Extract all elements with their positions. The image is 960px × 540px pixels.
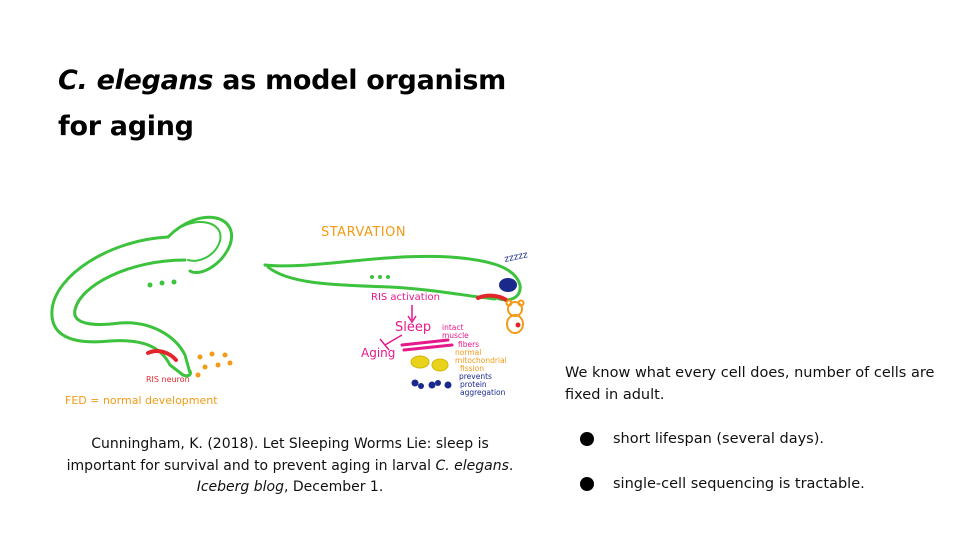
inhibit-bar bbox=[379, 338, 390, 351]
slide-title: C. elegans as model organism for aging bbox=[58, 58, 528, 150]
facts-list: short lifespan (several days). single-ce… bbox=[580, 428, 940, 518]
list-item: short lifespan (several days). bbox=[580, 428, 940, 473]
starved-worm bbox=[263, 254, 522, 302]
prevents-label-3: aggregation bbox=[460, 388, 506, 397]
fed-worm-dots bbox=[147, 279, 177, 288]
citation-line-1: Cunningham, K. (2018). Let Sleeping Worm… bbox=[91, 436, 489, 452]
prevents-label-2: protein bbox=[460, 380, 487, 389]
teddy-bear bbox=[505, 299, 525, 334]
prevents-label-1: prevents bbox=[459, 372, 492, 381]
normal-label-2: mitochondrial bbox=[455, 356, 507, 365]
teddy-heart bbox=[515, 322, 521, 328]
bullet-dot-icon bbox=[580, 432, 594, 446]
ris-activation-label: RIS activation bbox=[371, 292, 440, 303]
ris-neuron-label: RIS neuron bbox=[146, 375, 190, 384]
citation-line-2-text: important for survival and to prevent ag… bbox=[66, 457, 436, 474]
facts-intro: We know what every cell does, number of … bbox=[565, 365, 935, 403]
citation-species: C. elegans bbox=[435, 457, 509, 474]
mitochondria bbox=[410, 355, 449, 372]
protein-aggregates bbox=[411, 379, 452, 389]
worm-illustration-svg: RIS neuron FED = normal development STAR… bbox=[50, 215, 529, 407]
citation-date: , December 1. bbox=[283, 479, 384, 495]
arrow-down-head bbox=[407, 315, 417, 324]
fed-ris-neuron-mark bbox=[146, 349, 178, 362]
citation-line-3: Iceberg blog, December 1. bbox=[40, 477, 540, 499]
citation-source: Iceberg blog bbox=[196, 479, 284, 495]
fed-food-dots bbox=[195, 351, 233, 378]
muscle-label-3: fibers bbox=[458, 340, 479, 349]
sleep-label: Sleep bbox=[395, 320, 431, 335]
citation-line-2-end: . bbox=[508, 457, 514, 474]
bullet-text: single-cell sequencing is tractable. bbox=[613, 476, 865, 492]
starvation-label: STARVATION bbox=[321, 225, 406, 240]
worm-illustration: RIS neuron FED = normal development STAR… bbox=[50, 205, 550, 420]
fed-label: FED = normal development bbox=[65, 394, 218, 407]
muscle-label-1: intact bbox=[442, 323, 463, 332]
muscle-fibers bbox=[400, 338, 454, 352]
normal-label-1: normal bbox=[455, 348, 481, 357]
bullet-dot-icon bbox=[580, 477, 594, 491]
bullet-text: short lifespan (several days). bbox=[613, 431, 825, 447]
figure-citation: Cunningham, K. (2018). Let Sleeping Worm… bbox=[40, 434, 540, 499]
muscle-label-2: muscle bbox=[442, 331, 469, 340]
zzz-label: zzzzz bbox=[504, 250, 529, 265]
title-species: C. elegans bbox=[58, 65, 214, 96]
aging-label: Aging bbox=[361, 346, 395, 360]
citation-line-2: important for survival and to prevent ag… bbox=[40, 456, 540, 478]
starved-ris-mark bbox=[476, 293, 508, 302]
fed-worm bbox=[50, 215, 234, 378]
inhibit-line bbox=[384, 334, 403, 346]
title-rest: as model organism for aging bbox=[58, 65, 506, 142]
starved-head-mark bbox=[499, 278, 517, 292]
normal-label-3: fission bbox=[460, 364, 484, 373]
list-item: single-cell sequencing is tractable. bbox=[580, 473, 940, 518]
starved-worm-dots bbox=[370, 275, 390, 279]
